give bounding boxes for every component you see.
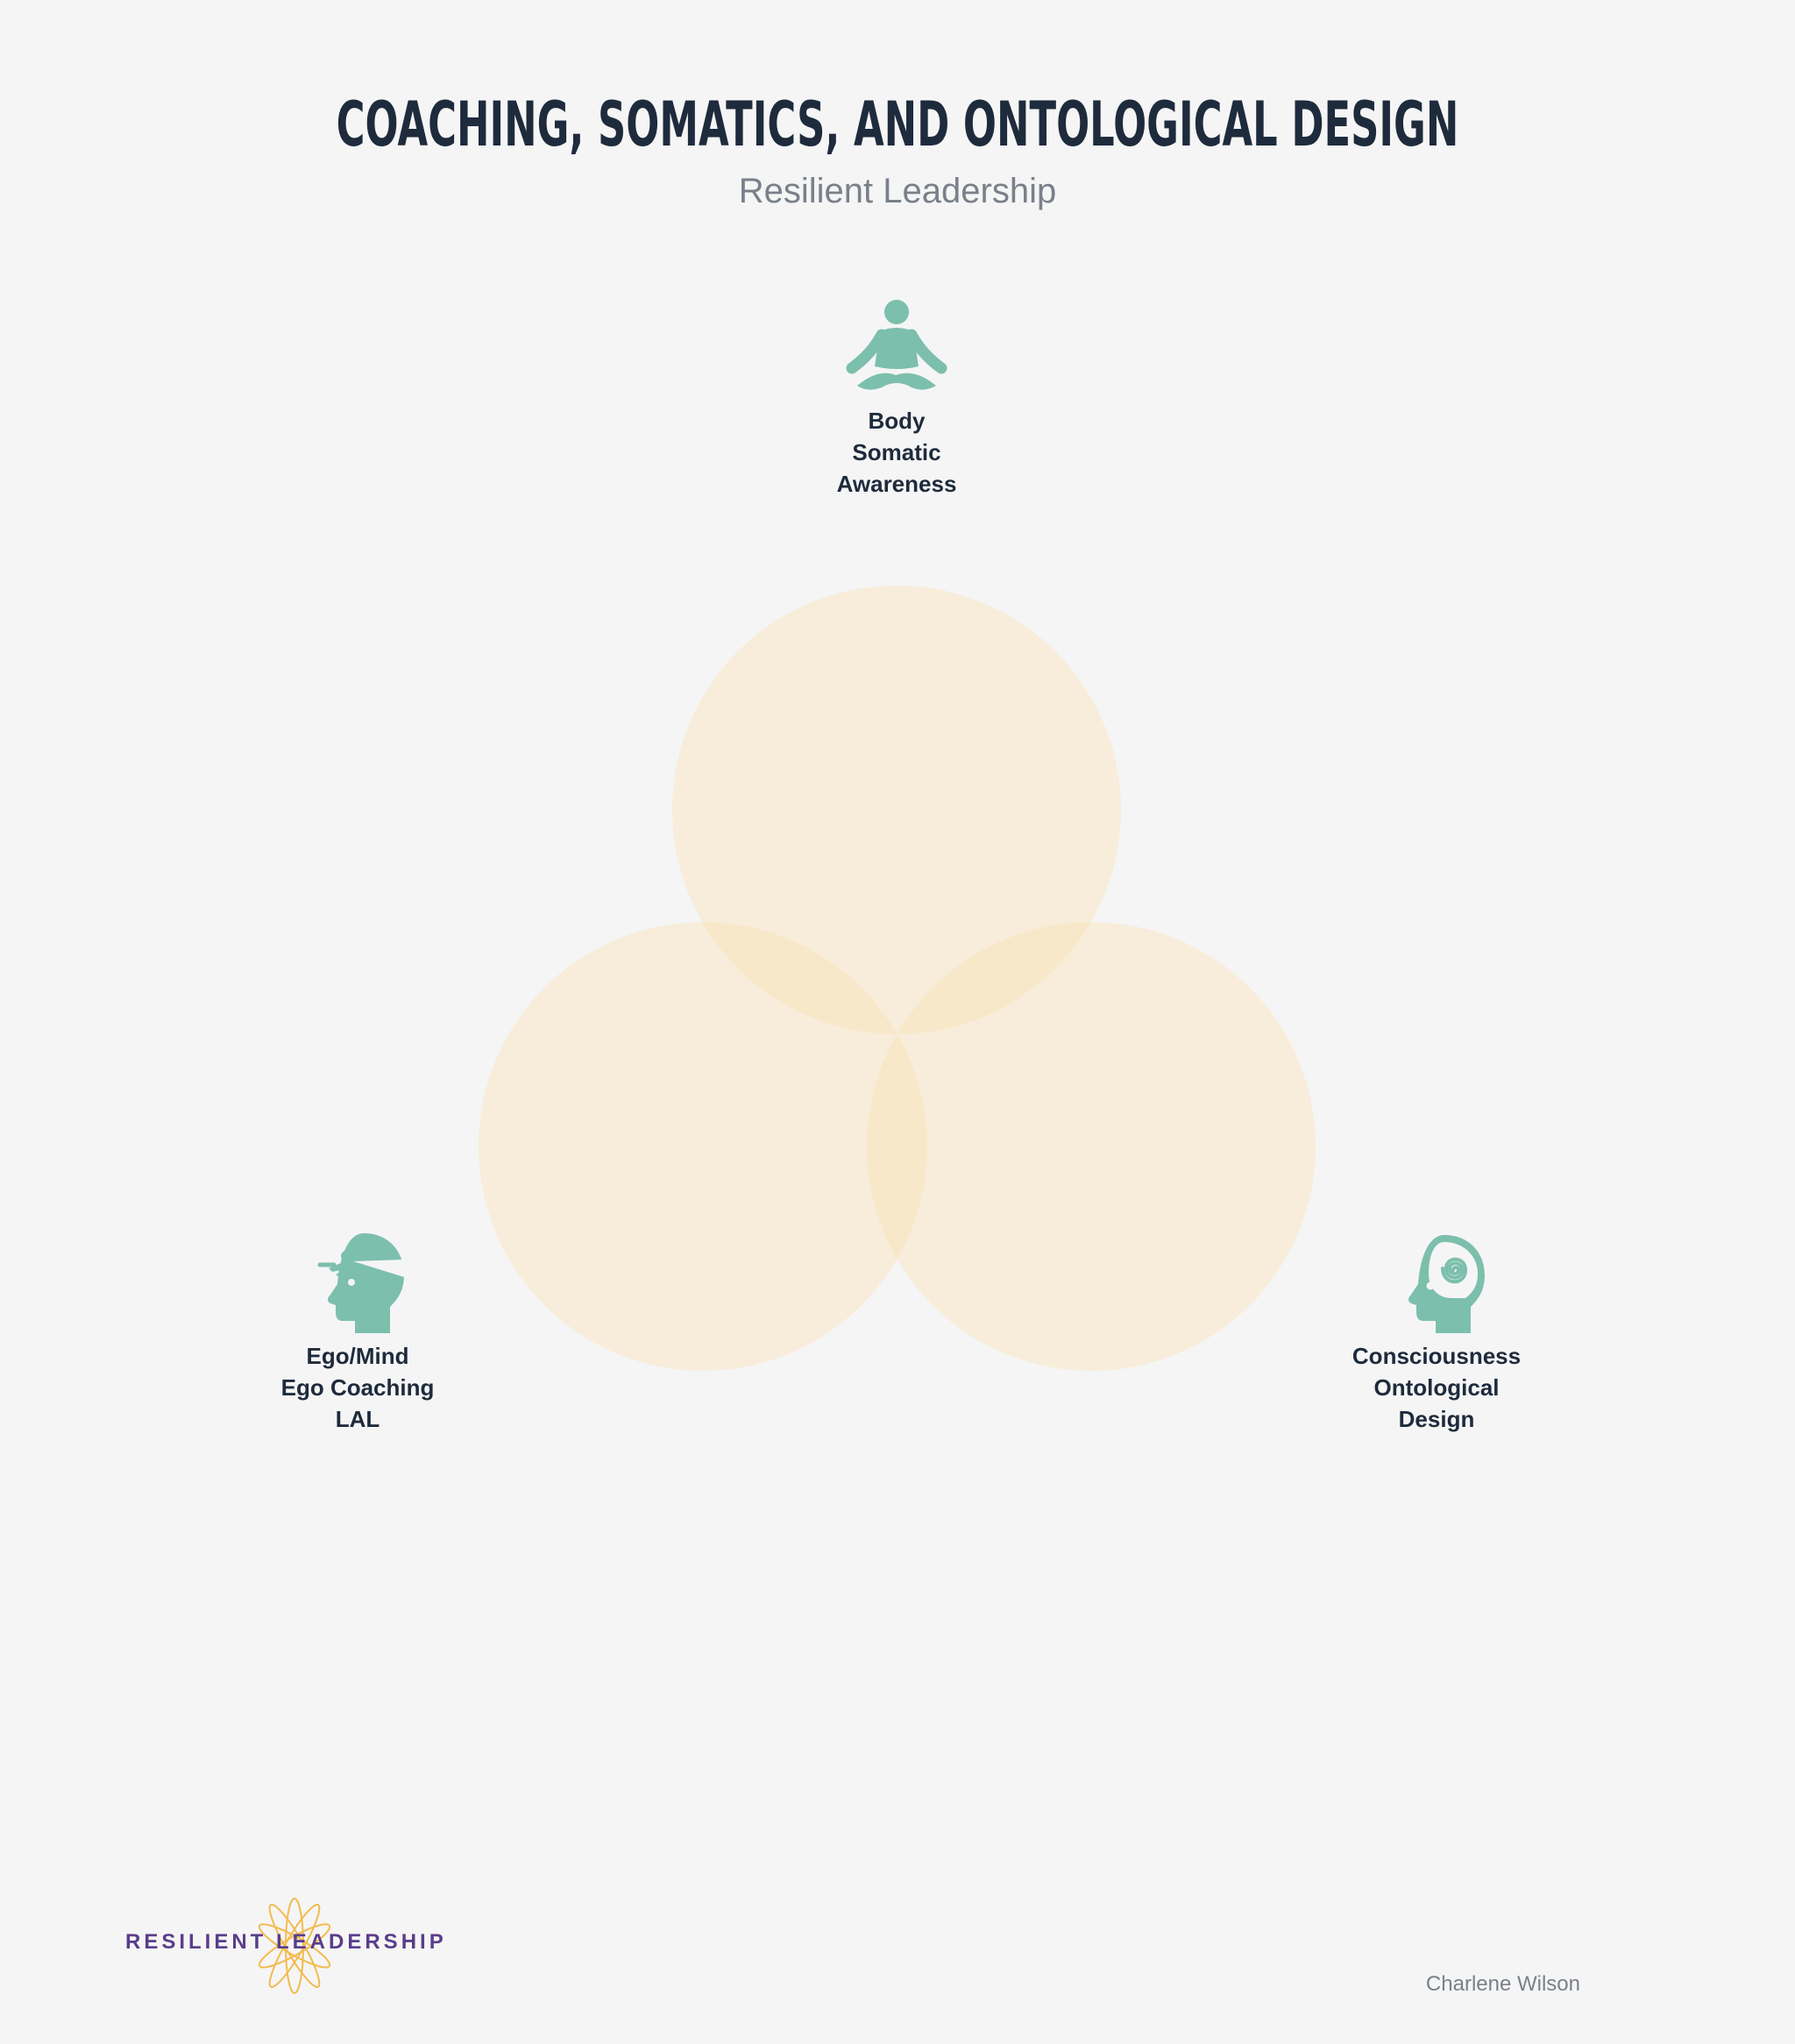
head-running-person-icon	[317, 1233, 404, 1333]
node-ego: Ego/Mind Ego Coaching LAL	[226, 1226, 489, 1435]
node-ego-line-2: Ego Coaching	[280, 1374, 435, 1401]
node-ego-line-1: Ego/Mind	[306, 1343, 409, 1369]
node-consciousness-line-1: Consciousness	[1352, 1343, 1522, 1369]
node-consciousness: Consciousness Ontological Design	[1305, 1226, 1568, 1435]
head-spiral-icon	[1408, 1235, 1485, 1333]
venn-circle-consciousness	[867, 922, 1316, 1371]
page-subtitle: Resilient Leadership	[738, 172, 1057, 210]
node-body-line-3: Awareness	[836, 471, 957, 497]
page-title: COACHING, SOMATICS, AND ONTOLOGICAL DESI…	[336, 89, 1459, 160]
meditation-icon	[846, 300, 947, 390]
venn-circle-body	[672, 586, 1121, 1034]
node-consciousness-line-3: Design	[1398, 1406, 1475, 1432]
node-body-line-1: Body	[868, 408, 926, 434]
logo-text: RESILIENT LEADERSHIP	[125, 1930, 447, 1954]
resilient-leadership-logo: RESILIENT LEADERSHIP	[125, 1893, 476, 1998]
flourish-icon	[258, 1898, 331, 1994]
venn-circle-ego	[479, 922, 927, 1371]
node-consciousness-line-2: Ontological	[1373, 1374, 1500, 1401]
author-credit: Charlene Wilson	[1425, 1972, 1580, 1996]
node-ego-line-3: LAL	[335, 1406, 380, 1432]
node-body: Body Somatic Awareness	[765, 291, 1028, 500]
node-body-line-2: Somatic	[852, 439, 941, 465]
